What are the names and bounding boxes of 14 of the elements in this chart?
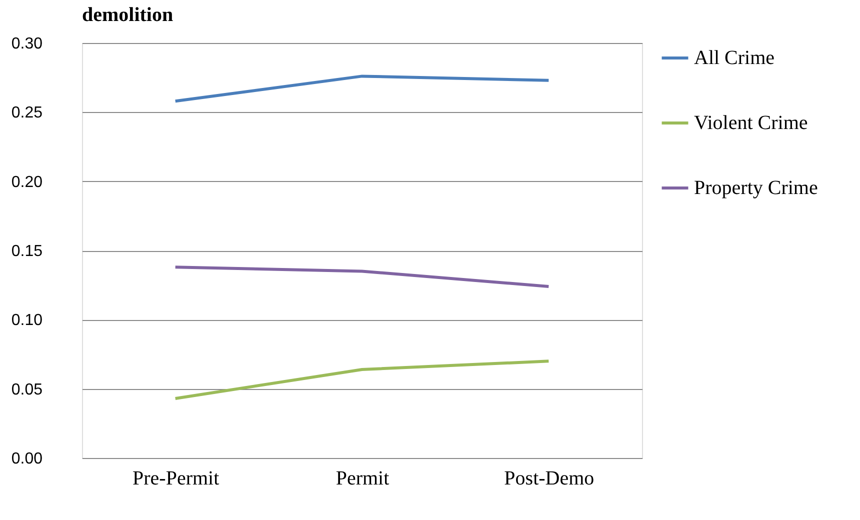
chart-title: demolition bbox=[82, 4, 174, 26]
x-tick-label: Permit bbox=[336, 468, 390, 490]
y-tick-label: 0.15 bbox=[11, 243, 43, 260]
y-tick-label: 0.05 bbox=[11, 381, 43, 398]
y-tick-label: 0.10 bbox=[11, 312, 43, 330]
y-tick-label: 0.30 bbox=[11, 36, 43, 52]
y-tick-label: 0.00 bbox=[11, 450, 43, 468]
x-tick-label: Post-Demo bbox=[504, 468, 594, 490]
legend-label: Property Crime bbox=[694, 177, 818, 199]
y-tick-label: 0.25 bbox=[11, 104, 43, 122]
y-tick-label: 0.20 bbox=[11, 174, 43, 191]
x-tick-label: Pre-Permit bbox=[132, 468, 220, 490]
legend-label: Violent Crime bbox=[694, 112, 808, 134]
legend-label: All Crime bbox=[694, 47, 775, 69]
